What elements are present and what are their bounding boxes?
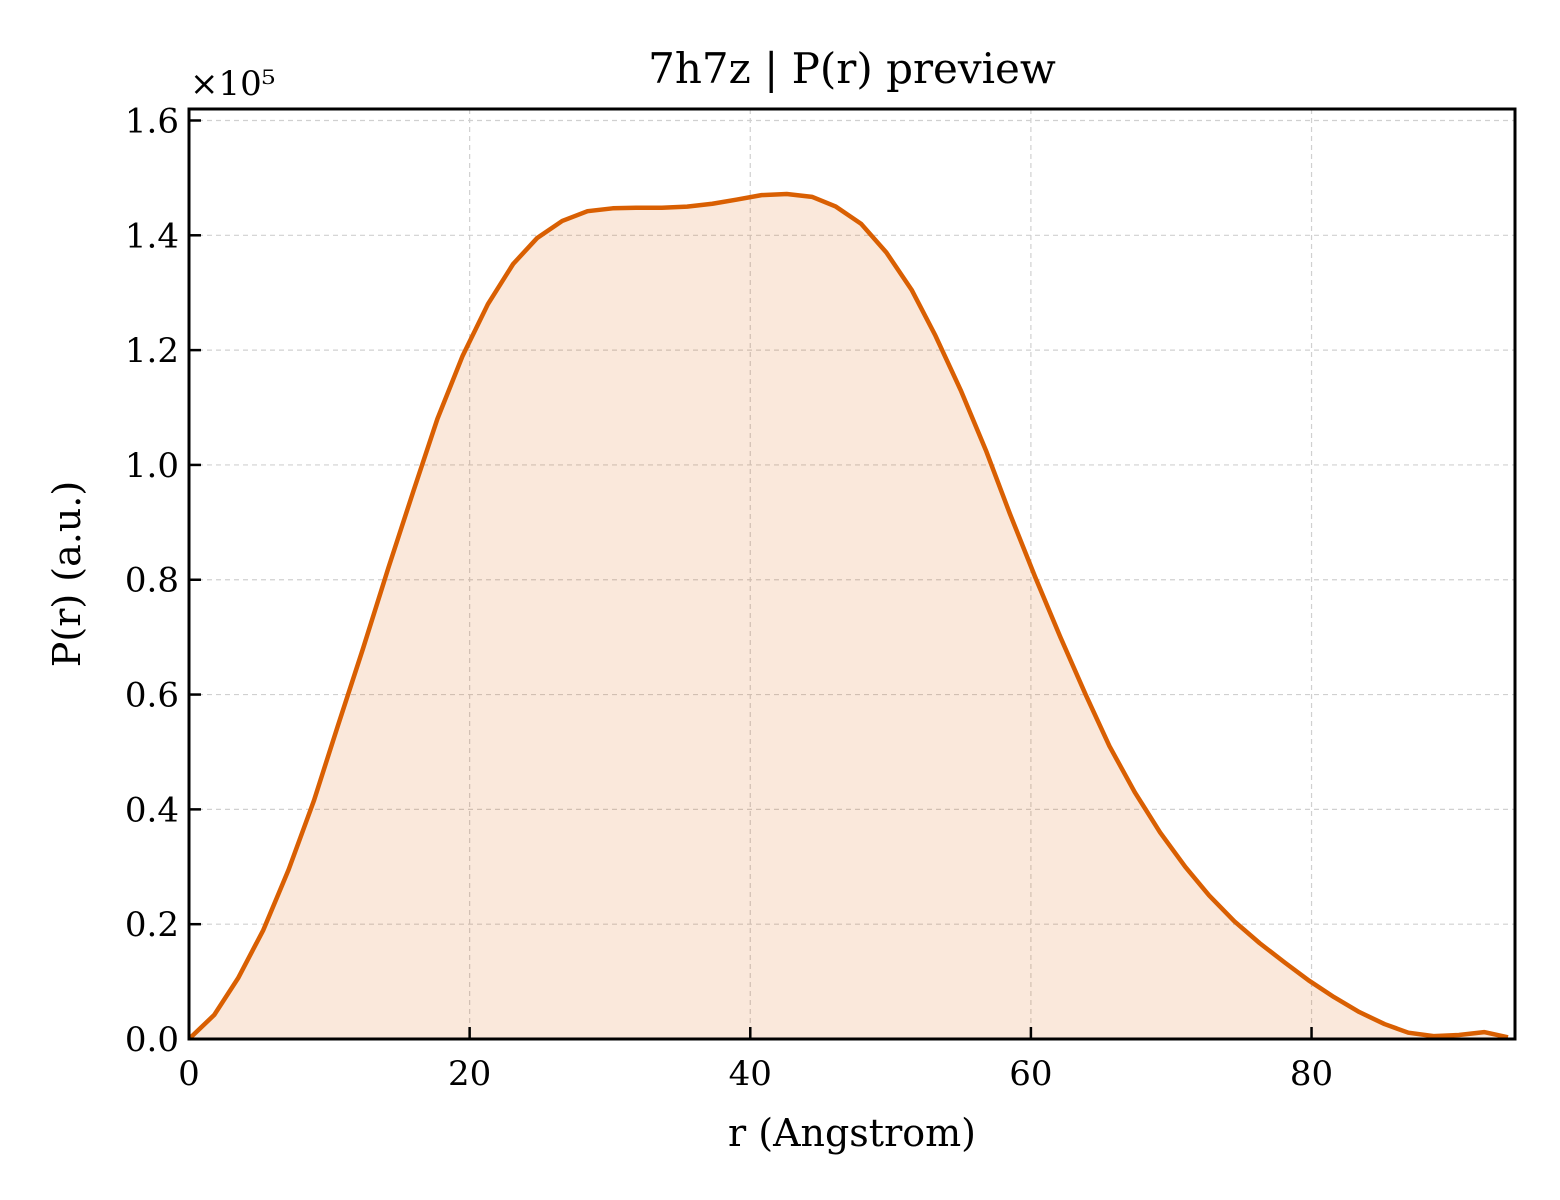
- pr-series-line: [187, 191, 1509, 1041]
- y-tick-label: 0.4: [125, 790, 179, 830]
- plot-frame: [187, 107, 1517, 1041]
- y-tick-label: 0.6: [125, 676, 179, 716]
- x-tick-label: 80: [1290, 1054, 1333, 1094]
- y-tick-label: 1.4: [125, 216, 179, 256]
- y-tick-label: 1.2: [125, 331, 179, 371]
- x-tick-label: 40: [729, 1054, 772, 1094]
- x-tick-label: 20: [448, 1054, 491, 1094]
- axis-ticks: 0 20 40 60 80 0.0 0.2 0.4 0.6 0.8 1.0 1.2 1.4 1.6: [125, 101, 1333, 1094]
- grid: [188, 109, 1515, 1040]
- x-axis-label: r (Angstrom): [728, 1111, 976, 1155]
- y-tick-label: 0.8: [125, 561, 179, 601]
- chart-title: 7h7z | P(r) preview: [648, 44, 1056, 93]
- y-offset-label: ×10⁵: [190, 64, 275, 104]
- pr-area-fill: [189, 193, 1508, 1039]
- y-tick-label: 1.6: [125, 101, 179, 141]
- y-tick-label: 0.0: [125, 1020, 179, 1060]
- y-axis-label: P(r) (a.u.): [45, 481, 89, 667]
- y-tick-label: 0.2: [125, 905, 179, 945]
- x-tick-label: 60: [1009, 1054, 1052, 1094]
- y-tick-label: 1.0: [125, 446, 179, 486]
- x-tick-label: 0: [178, 1054, 200, 1094]
